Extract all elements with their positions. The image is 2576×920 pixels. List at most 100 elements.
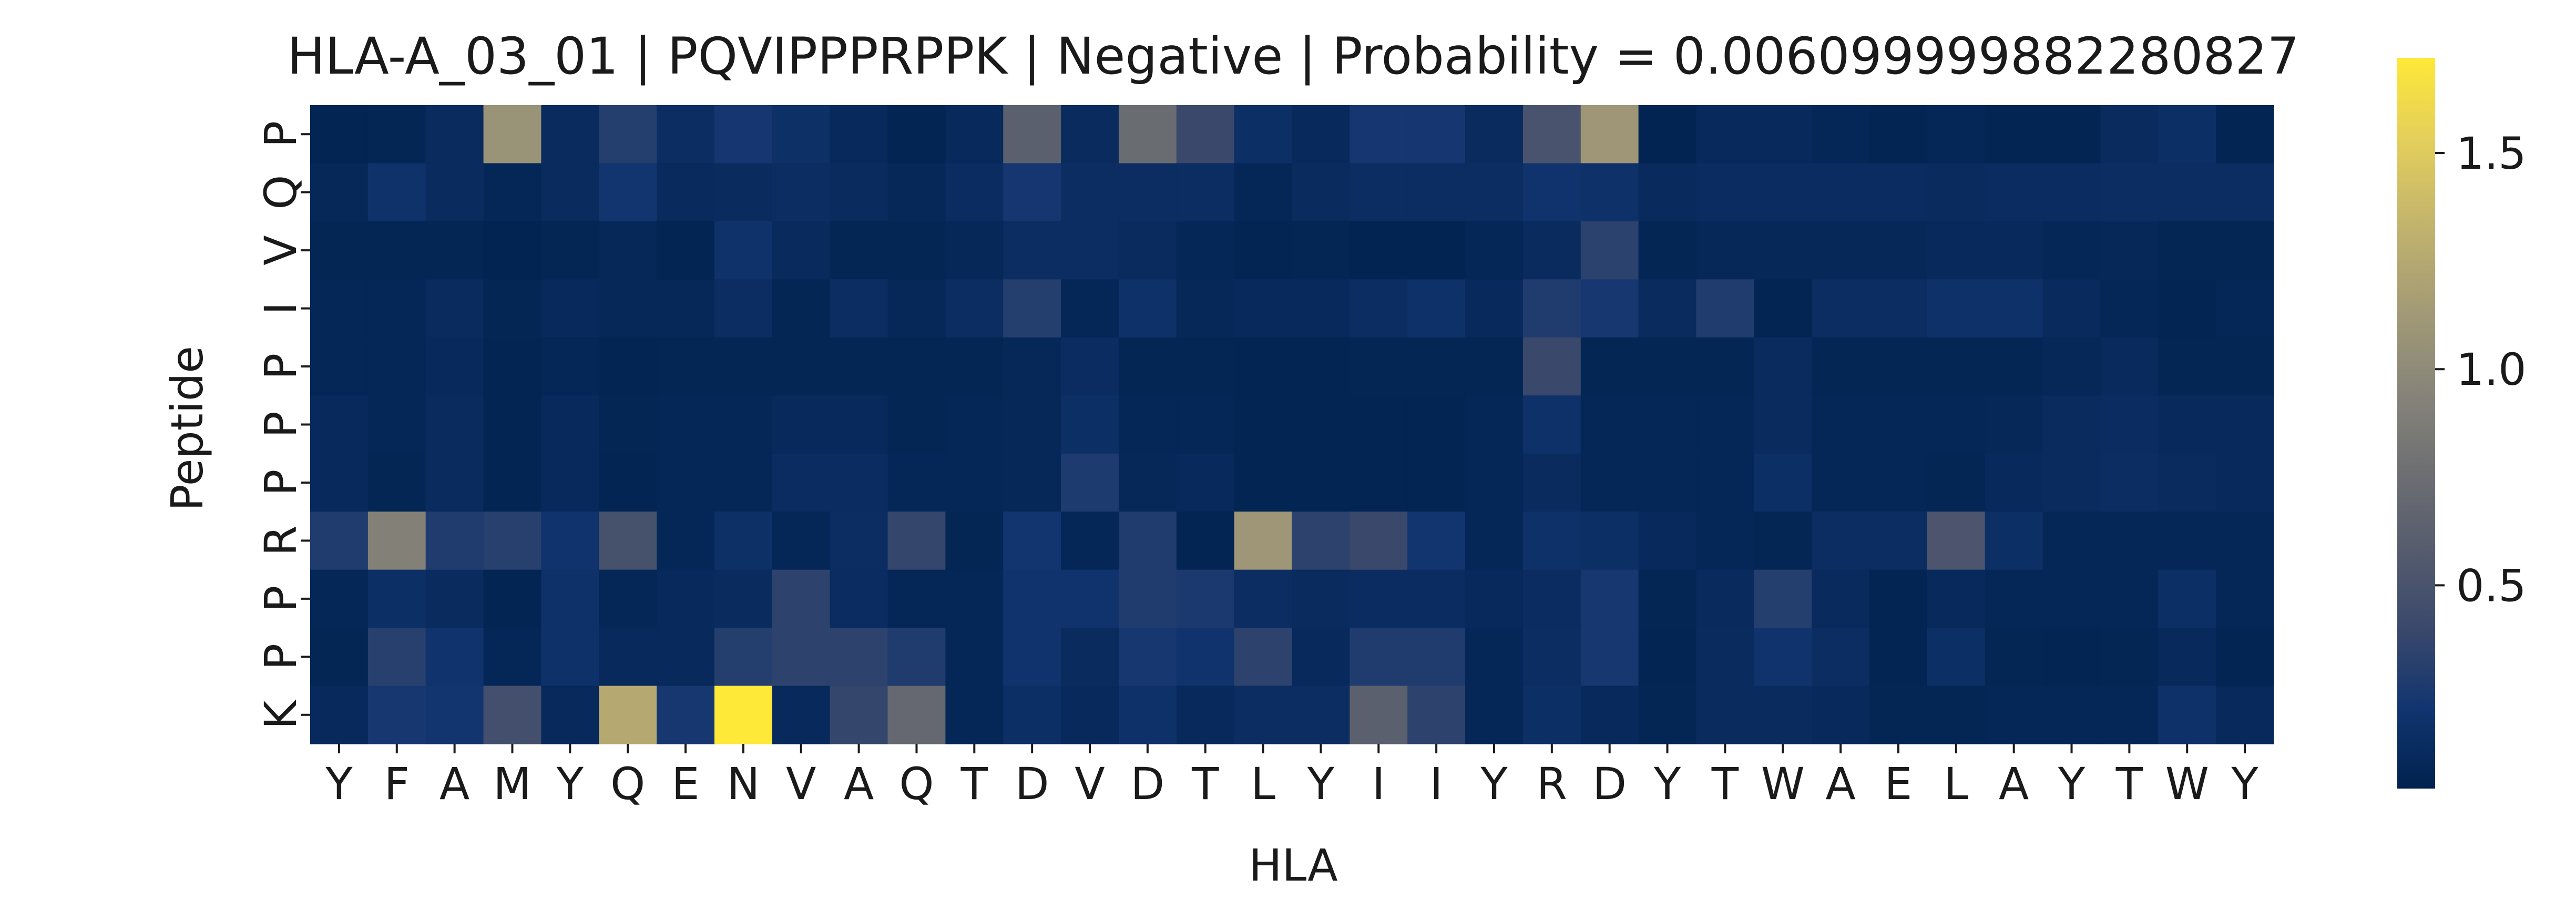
x-tick-label-0: Y <box>325 758 353 810</box>
heatmap-cell-r7-c17 <box>1292 512 1350 570</box>
heatmap-cell-r4-c26 <box>1812 337 1870 396</box>
heatmap-cell-r9-c9 <box>830 628 888 687</box>
heatmap-cell-r7-c28 <box>1927 512 1986 570</box>
heatmap-cell-r5-c11 <box>945 395 1004 454</box>
heatmap-cell-r8-c8 <box>772 569 831 628</box>
heatmap-cell-r3-c29 <box>1985 279 2043 338</box>
heatmap-cell-r10-c12 <box>1003 686 1061 744</box>
heatmap-cell-r6-c2 <box>425 453 484 512</box>
heatmap-cell-r7-c21 <box>1522 512 1581 570</box>
heatmap-cell-r9-c15 <box>1176 628 1235 687</box>
heatmap-cell-r6-c32 <box>2158 453 2216 512</box>
heatmap-cell-r7-c25 <box>1754 512 1812 570</box>
heatmap-cell-r1-c25 <box>1754 163 1812 222</box>
heatmap-cell-r10-c10 <box>887 686 946 744</box>
heatmap-cell-r0-c27 <box>1869 105 1928 164</box>
heatmap-cell-r2-c9 <box>830 221 888 280</box>
heatmap-cell-r1-c2 <box>425 163 484 222</box>
heatmap-cell-r8-c32 <box>2158 569 2216 628</box>
colorbar-tick-label-0: 0.5 <box>2456 560 2527 611</box>
heatmap-cell-r4-c23 <box>1638 337 1697 396</box>
colorbar-tick-label-2: 1.5 <box>2456 128 2527 179</box>
heatmap-cell-r10-c31 <box>2100 686 2159 744</box>
heatmap-cell-r4-c6 <box>657 337 715 396</box>
heatmap-cell-r6-c31 <box>2100 453 2159 512</box>
heatmap-cell-r2-c23 <box>1638 221 1697 280</box>
heatmap-cell-r8-c20 <box>1465 569 1524 628</box>
heatmap-cell-r3-c16 <box>1234 279 1293 338</box>
heatmap-cell-r7-c1 <box>367 512 426 570</box>
heatmap-cell-r1-c16 <box>1234 163 1293 222</box>
heatmap-cell-r5-c33 <box>2216 395 2274 454</box>
heatmap-cell-r9-c11 <box>945 628 1004 687</box>
heatmap-cell-r4-c0 <box>310 337 369 396</box>
heatmap-cell-r3-c30 <box>2042 279 2101 338</box>
heatmap-cell-r4-c17 <box>1292 337 1350 396</box>
heatmap-cell-r6-c23 <box>1638 453 1697 512</box>
heatmap-cell-r0-c3 <box>483 105 542 164</box>
heatmap-cell-r4-c13 <box>1061 337 1119 396</box>
heatmap-cell-r0-c20 <box>1465 105 1524 164</box>
heatmap-cell-r3-c13 <box>1061 279 1119 338</box>
heatmap-cell-r10-c5 <box>599 686 657 744</box>
heatmap-cell-r1-c29 <box>1985 163 2043 222</box>
heatmap-cell-r7-c11 <box>945 512 1004 570</box>
heatmap-cell-r10-c25 <box>1754 686 1812 744</box>
heatmap-cell-r3-c20 <box>1465 279 1524 338</box>
heatmap-cell-r2-c11 <box>945 221 1004 280</box>
heatmap-cell-r9-c29 <box>1985 628 2043 687</box>
heatmap-cell-r1-c11 <box>945 163 1004 222</box>
heatmap-cell-r2-c33 <box>2216 221 2274 280</box>
heatmap-cell-r9-c24 <box>1696 628 1754 687</box>
x-tick-label-20: Y <box>1480 758 1508 810</box>
heatmap-cell-r6-c14 <box>1118 453 1177 512</box>
heatmap-cell-r8-c2 <box>425 569 484 628</box>
heatmap-cell-r4-c2 <box>425 337 484 396</box>
heatmap-cell-r3-c11 <box>945 279 1004 338</box>
x-tick-label-15: T <box>1191 758 1219 810</box>
heatmap-cell-r0-c10 <box>887 105 946 164</box>
heatmap-cell-r2-c8 <box>772 221 831 280</box>
heatmap-cell-r9-c12 <box>1003 628 1061 687</box>
heatmap-cell-r9-c3 <box>483 628 542 687</box>
colorbar <box>2397 58 2435 789</box>
heatmap-cell-r1-c19 <box>1407 163 1466 222</box>
y-tick-label-2: V <box>255 235 306 265</box>
heatmap-cell-r1-c8 <box>772 163 831 222</box>
heatmap-cell-r7-c30 <box>2042 512 2101 570</box>
heatmap-cell-r1-c32 <box>2158 163 2216 222</box>
heatmap-cell-r8-c19 <box>1407 569 1466 628</box>
heatmap-cell-r5-c18 <box>1350 395 1408 454</box>
heatmap-cell-r6-c12 <box>1003 453 1061 512</box>
heatmap-cell-r6-c4 <box>541 453 599 512</box>
heatmap-cell-r7-c7 <box>714 512 773 570</box>
heatmap-cell-r7-c4 <box>541 512 599 570</box>
heatmap-cell-r0-c28 <box>1927 105 1986 164</box>
heatmap-cell-r3-c31 <box>2100 279 2159 338</box>
heatmap-cell-r9-c0 <box>310 628 369 687</box>
heatmap-cell-r2-c28 <box>1927 221 1986 280</box>
heatmap-cell-r5-c27 <box>1869 395 1928 454</box>
x-tick-label-18: I <box>1372 758 1385 810</box>
heatmap-cell-r9-c5 <box>599 628 657 687</box>
heatmap-cell-r3-c2 <box>425 279 484 338</box>
heatmap-cell-r7-c18 <box>1350 512 1408 570</box>
heatmap-cell-r7-c15 <box>1176 512 1235 570</box>
heatmap-cell-r4-c14 <box>1118 337 1177 396</box>
heatmap-cell-r3-c10 <box>887 279 946 338</box>
heatmap-cell-r6-c7 <box>714 453 773 512</box>
heatmap-cell-r3-c14 <box>1118 279 1177 338</box>
heatmap-cell-r1-c17 <box>1292 163 1350 222</box>
heatmap-cell-r8-c22 <box>1580 569 1639 628</box>
heatmap-cell-r2-c16 <box>1234 221 1293 280</box>
heatmap-cell-r2-c3 <box>483 221 542 280</box>
heatmap-cell-r7-c10 <box>887 512 946 570</box>
heatmap-cell-r6-c29 <box>1985 453 2043 512</box>
heatmap-cell-r9-c14 <box>1118 628 1177 687</box>
heatmap-cell-r1-c31 <box>2100 163 2159 222</box>
heatmap-cell-r1-c4 <box>541 163 599 222</box>
heatmap-cell-r0-c9 <box>830 105 888 164</box>
heatmap-cell-r7-c14 <box>1118 512 1177 570</box>
x-tick-label-1: F <box>384 758 410 810</box>
